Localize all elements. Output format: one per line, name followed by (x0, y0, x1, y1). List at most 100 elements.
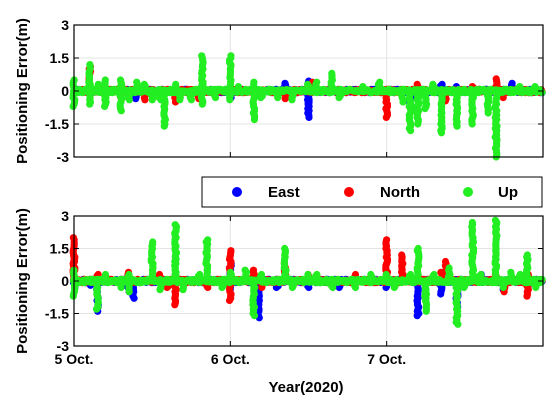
data-point-up (414, 244, 422, 253)
data-point-up (241, 266, 249, 274)
legend-marker-east (232, 187, 242, 197)
data-point-north (398, 251, 406, 259)
x-tick-label: 6 Oct. (211, 351, 250, 367)
data-point-north (249, 266, 258, 274)
data-point-up (407, 127, 415, 135)
data-point-up (226, 96, 234, 104)
legend-label-north: North (380, 184, 420, 201)
data-point-up (351, 283, 360, 292)
data-point-north (441, 257, 450, 266)
data-point-up (101, 102, 109, 110)
data-point-east (130, 294, 138, 302)
data-point-up (532, 283, 540, 292)
data-point-up (172, 80, 180, 88)
data-point-up (468, 218, 476, 227)
data-point-up (204, 236, 212, 244)
data-point-up (218, 283, 226, 292)
data-point-east (255, 296, 263, 305)
data-point-up (499, 283, 507, 292)
data-point-north (204, 283, 212, 292)
data-point-up (69, 292, 77, 300)
data-point-up (176, 96, 184, 104)
data-point-north (383, 236, 391, 244)
data-point-up (125, 288, 133, 296)
data-point-up (437, 129, 446, 137)
data-point-up (359, 83, 367, 91)
data-point-up (516, 83, 524, 91)
data-point-up (421, 105, 429, 113)
y-axis-label-top: Positioning Error(m) (14, 18, 31, 164)
data-point-up (149, 238, 157, 246)
data-point-up (101, 270, 110, 279)
chart-panel-top: 3 1.5 0 -1.5 -3 (45, 17, 546, 165)
x-tick-label: 7 Oct. (367, 351, 406, 367)
data-point-up (93, 305, 101, 313)
data-point-up (196, 270, 204, 279)
data-point-up (335, 94, 343, 102)
data-point-up (516, 270, 524, 279)
data-point-up (477, 270, 485, 279)
data-point-north (523, 292, 531, 300)
data-points-top (69, 52, 546, 161)
data-point-up (187, 96, 195, 104)
data-point-up (69, 102, 77, 110)
data-point-up (390, 283, 398, 292)
data-point-up (281, 244, 289, 253)
data-point-up (329, 283, 337, 292)
data-point-up (125, 270, 133, 279)
data-point-east (508, 79, 516, 87)
y-tick-label: 1.5 (50, 241, 70, 257)
data-point-up (125, 96, 133, 104)
data-point-east (281, 79, 289, 87)
data-point-up (288, 96, 296, 104)
data-point-up (376, 78, 384, 86)
data-point-up (288, 283, 296, 292)
data-point-up (211, 94, 220, 102)
legend-label-up: Up (498, 184, 518, 201)
data-point-up (538, 88, 546, 96)
data-point-up (399, 98, 407, 106)
data-point-up (250, 78, 258, 86)
data-point-up (430, 270, 438, 279)
data-point-up (250, 116, 258, 124)
data-point-north (492, 75, 500, 83)
data-point-up (250, 312, 259, 320)
data-point-east (413, 312, 421, 320)
data-point-up (313, 270, 321, 279)
data-point-up (422, 307, 430, 315)
data-point-up (454, 320, 462, 328)
data-point-up (274, 94, 282, 102)
data-point-up (198, 52, 206, 60)
data-point-up (160, 122, 168, 130)
y-tick-label: 3 (61, 208, 69, 224)
data-point-north (141, 96, 149, 104)
y-tick-label: 1.5 (50, 50, 70, 66)
data-point-up (227, 52, 235, 60)
data-point-up (156, 286, 164, 294)
y-tick-label: -1.5 (45, 116, 69, 132)
data-points-bottom (69, 216, 546, 328)
data-point-up (484, 109, 492, 117)
data-point-up (445, 264, 453, 272)
data-point-north (413, 80, 421, 88)
data-point-up (414, 120, 422, 128)
data-point-up (468, 120, 476, 128)
y-tick-label: -1.5 (45, 306, 69, 322)
data-point-up (507, 268, 515, 276)
data-point-up (198, 100, 206, 108)
y-tick-label: 0 (61, 273, 69, 289)
y-tick-label: 0 (61, 83, 69, 99)
data-point-up (148, 96, 156, 104)
data-point-up (382, 270, 390, 279)
legend: East North Up (201, 176, 543, 208)
data-point-up (257, 94, 265, 102)
data-point-east (132, 95, 140, 103)
data-point-up (116, 76, 125, 84)
y-tick-label: -3 (57, 338, 70, 354)
data-point-up (257, 270, 266, 279)
data-point-up (304, 80, 312, 88)
data-point-up (86, 100, 94, 108)
data-point-up (140, 80, 148, 88)
data-point-up (407, 270, 415, 279)
